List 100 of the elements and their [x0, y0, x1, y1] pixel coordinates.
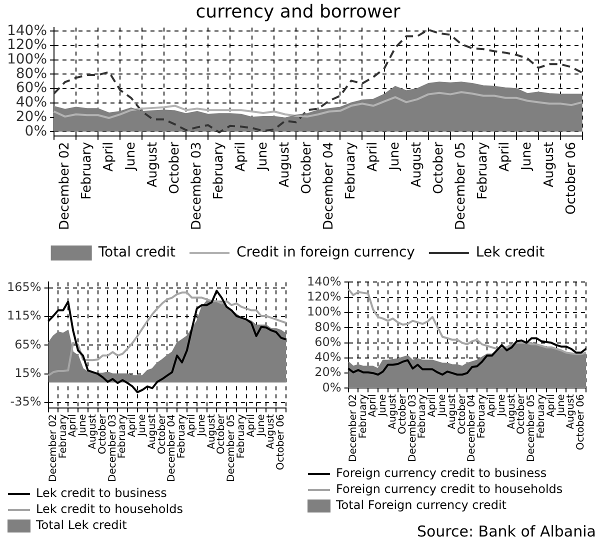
x-tick-label: June	[78, 414, 89, 438]
y-tick-label: 80%	[16, 66, 48, 82]
y-tick-label: 65%	[14, 337, 42, 352]
x-tick-label: June	[136, 414, 148, 438]
x-tick-label: June	[196, 414, 208, 438]
y-tick-label: 120%	[306, 289, 342, 304]
source-note: Source: Bank of Albania	[416, 522, 596, 540]
x-tick-label: August	[506, 394, 518, 430]
y-tick-label: 20%	[16, 108, 48, 125]
legend-label: Foreign currency credit to business	[336, 466, 547, 480]
y-tick-label: 60%	[16, 80, 48, 96]
legend-label: Lek credit	[476, 244, 546, 261]
chart-title: currency and borrower	[196, 1, 401, 22]
x-tick-label: October	[397, 393, 408, 434]
y-tick-label: 60%	[314, 334, 342, 349]
y-tick-label: -35%	[10, 394, 42, 409]
x-tick-label: February	[79, 142, 94, 200]
legend-label: Total credit	[97, 244, 176, 261]
x-tick-label: August	[387, 394, 398, 430]
x-tick-label: February	[536, 394, 548, 439]
y-tick-label: 0%	[24, 123, 48, 140]
x-tick-label: June	[123, 142, 138, 172]
x-tick-label: October	[456, 393, 468, 434]
x-tick-label: June	[496, 394, 508, 418]
x-tick-label: August	[266, 414, 277, 450]
legend-label: Lek credit to households	[36, 502, 183, 516]
x-tick-label: October	[216, 413, 228, 454]
x-tick-label: October	[432, 141, 447, 194]
x-tick-label: February	[344, 142, 359, 200]
x-tick-label: June	[378, 394, 389, 418]
legend-label: Foreign currency credit to households	[336, 482, 563, 496]
x-tick-label: April	[546, 394, 557, 418]
y-tick-label: 100%	[6, 52, 48, 68]
x-tick-label: June	[436, 394, 448, 418]
x-tick-label: December 02	[57, 142, 72, 230]
x-tick-label: December 03	[190, 142, 204, 230]
x-tick-label: February	[358, 394, 369, 439]
legend-label: Total Lek credit	[35, 518, 128, 532]
y-tick-label: 165%	[6, 280, 42, 294]
x-tick-label: June	[556, 394, 567, 418]
x-tick-label: August	[87, 414, 98, 450]
x-tick-label: October 06	[276, 414, 287, 470]
x-tick-label: December 02	[348, 394, 359, 462]
x-tick-label: February	[417, 394, 428, 439]
x-tick-label: February	[476, 142, 491, 200]
x-tick-label: December 04	[466, 394, 478, 462]
x-tick-label: April	[127, 414, 138, 438]
x-tick-label: August	[206, 414, 218, 450]
x-tick-label: December 03	[407, 394, 418, 462]
x-tick-label: October	[300, 141, 315, 194]
x-tick-label: April	[498, 142, 513, 172]
y-tick-label: 100%	[306, 304, 342, 319]
x-tick-label: June	[256, 142, 271, 172]
x-tick-label: December 04	[322, 142, 337, 230]
y-tick-label: 120%	[6, 37, 48, 54]
x-tick-label: April	[368, 394, 379, 418]
y-tick-label: 115%	[6, 308, 42, 323]
x-tick-label: April	[366, 142, 381, 172]
x-tick-label: April	[68, 414, 79, 438]
x-tick-label: April	[486, 394, 498, 418]
x-tick-label: December 05	[454, 142, 469, 230]
x-tick-label: December 05	[226, 414, 238, 482]
y-tick-label: 20%	[314, 365, 342, 380]
x-tick-label: February	[236, 414, 248, 459]
legend-label: Credit in foreign currency	[236, 244, 415, 261]
line-series	[53, 28, 584, 134]
legend-label: Total Foreign currency credit	[335, 498, 507, 512]
x-tick-label: December 05	[526, 394, 538, 462]
x-tick-label: August	[146, 414, 158, 450]
x-tick-label: February	[117, 414, 128, 459]
x-tick-label: August	[145, 142, 160, 188]
x-tick-label: August	[410, 142, 425, 188]
y-tick-label: 140%	[6, 22, 48, 39]
x-tick-label: December 02	[48, 414, 59, 482]
y-tick-label: 0%	[322, 380, 342, 394]
x-tick-label: April	[101, 142, 116, 172]
y-tick-label: 15%	[14, 366, 42, 380]
y-tick-label: 40%	[16, 94, 48, 111]
y-tick-label: 80%	[314, 320, 342, 334]
y-tick-label: 40%	[314, 350, 342, 364]
x-tick-label: February	[176, 414, 188, 459]
x-tick-label: February	[58, 414, 69, 459]
x-tick-label: August	[542, 142, 557, 188]
x-tick-label: October	[97, 413, 108, 454]
x-tick-label: April	[234, 142, 249, 172]
x-tick-label: February	[476, 394, 488, 439]
x-tick-label: October	[167, 141, 182, 194]
x-tick-label: August	[566, 394, 577, 430]
x-tick-label: April	[186, 414, 198, 438]
x-tick-label: December 03	[107, 414, 118, 482]
x-tick-label: October 06	[564, 142, 579, 215]
x-tick-label: August	[278, 142, 293, 188]
x-tick-label: June	[256, 414, 267, 438]
x-tick-label: October	[516, 393, 528, 434]
x-tick-label: October	[156, 413, 168, 454]
x-tick-label: August	[446, 394, 458, 430]
x-tick-label: April	[246, 414, 257, 438]
x-tick-label: October 06	[576, 394, 587, 450]
x-tick-label: February	[212, 142, 227, 200]
x-tick-label: December 04	[166, 414, 178, 482]
